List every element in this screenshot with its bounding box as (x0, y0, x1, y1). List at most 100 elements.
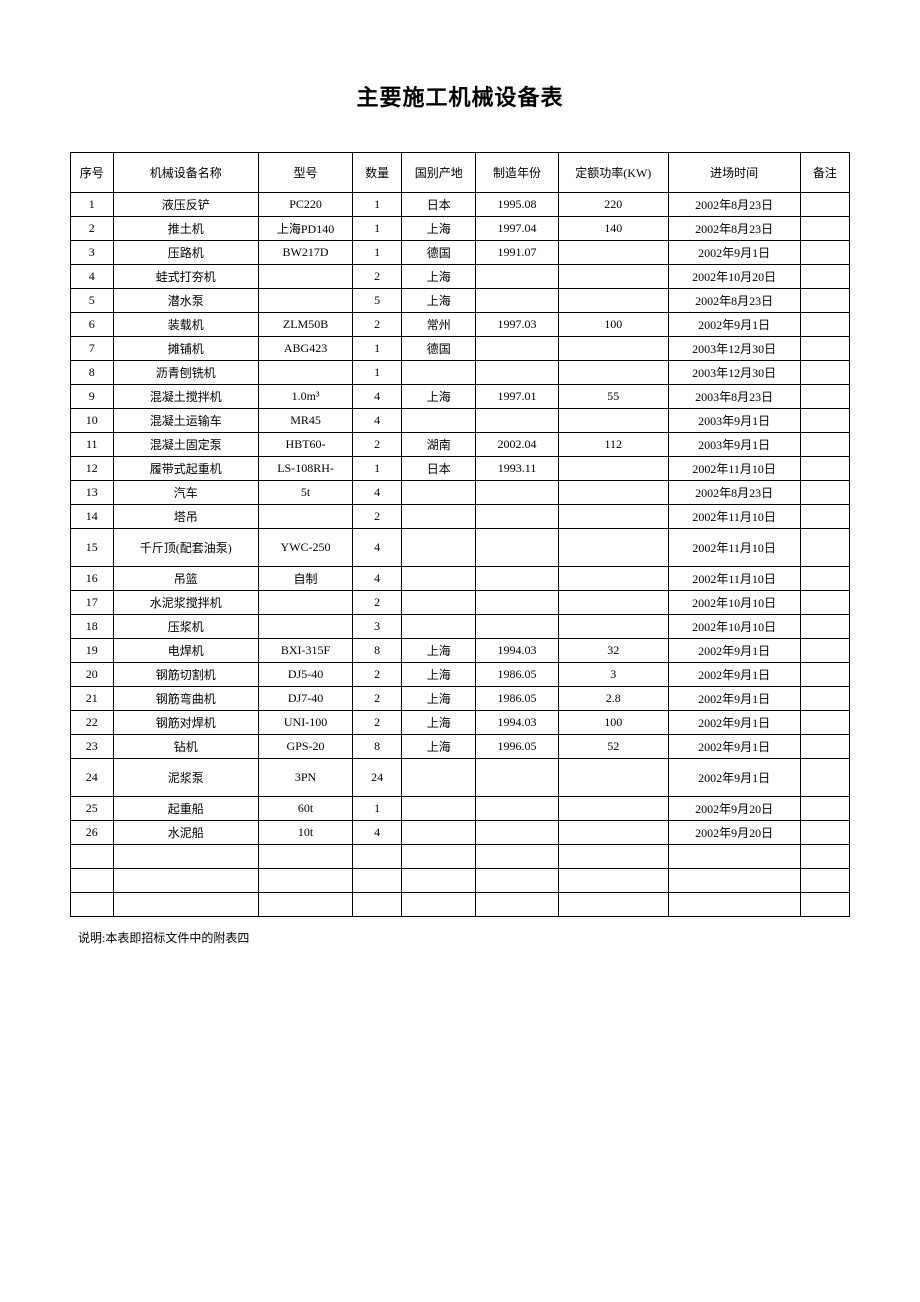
cell-seq: 12 (71, 457, 114, 481)
cell-name: 混凝土运输车 (113, 409, 259, 433)
table-row: 11混凝土固定泵HBT60-2湖南2002.041122003年9月1日 (71, 433, 850, 457)
cell-power: 100 (558, 711, 668, 735)
table-body: 1液压反铲PC2201日本1995.082202002年8月23日2推土机上海P… (71, 193, 850, 917)
cell-year (476, 797, 559, 821)
cell-power (558, 615, 668, 639)
cell-name: 混凝土固定泵 (113, 433, 259, 457)
cell-origin: 湖南 (402, 433, 476, 457)
cell-power: 112 (558, 433, 668, 457)
cell-seq: 6 (71, 313, 114, 337)
cell-model: 1.0m³ (259, 385, 353, 409)
cell-power: 55 (558, 385, 668, 409)
cell-model: 60t (259, 797, 353, 821)
cell-origin (402, 361, 476, 385)
cell-remark (800, 821, 849, 845)
cell-origin: 日本 (402, 457, 476, 481)
cell-remark (800, 457, 849, 481)
cell-seq: 14 (71, 505, 114, 529)
cell-model (259, 869, 353, 893)
cell-remark (800, 759, 849, 797)
cell-origin: 上海 (402, 217, 476, 241)
cell-year: 1986.05 (476, 663, 559, 687)
table-row: 17水泥浆搅拌机22002年10月10日 (71, 591, 850, 615)
cell-date (668, 893, 800, 917)
cell-remark (800, 639, 849, 663)
cell-seq: 5 (71, 289, 114, 313)
cell-origin: 上海 (402, 289, 476, 313)
cell-origin (402, 821, 476, 845)
cell-origin (402, 893, 476, 917)
cell-qty: 24 (353, 759, 402, 797)
header-qty: 数量 (353, 153, 402, 193)
cell-power (558, 481, 668, 505)
cell-qty: 4 (353, 567, 402, 591)
cell-origin (402, 529, 476, 567)
table-row: 14塔吊22002年11月10日 (71, 505, 850, 529)
cell-date: 2002年10月10日 (668, 591, 800, 615)
cell-year: 1991.07 (476, 241, 559, 265)
cell-year (476, 289, 559, 313)
cell-power (558, 529, 668, 567)
cell-qty: 1 (353, 457, 402, 481)
cell-qty: 8 (353, 639, 402, 663)
cell-name: 千斤顶(配套油泵) (113, 529, 259, 567)
cell-remark (800, 217, 849, 241)
cell-name: 汽车 (113, 481, 259, 505)
table-row: 12履带式起重机LS-108RH-1日本1993.112002年11月10日 (71, 457, 850, 481)
cell-origin: 日本 (402, 193, 476, 217)
cell-remark (800, 313, 849, 337)
cell-year: 1997.03 (476, 313, 559, 337)
table-row (71, 893, 850, 917)
cell-origin (402, 567, 476, 591)
cell-power: 3 (558, 663, 668, 687)
cell-year: 1993.11 (476, 457, 559, 481)
cell-year (476, 615, 559, 639)
header-year: 制造年份 (476, 153, 559, 193)
cell-origin: 德国 (402, 337, 476, 361)
cell-date: 2002年8月23日 (668, 289, 800, 313)
cell-remark (800, 409, 849, 433)
cell-origin: 德国 (402, 241, 476, 265)
cell-date: 2002年9月1日 (668, 313, 800, 337)
table-row: 3压路机BW217D1德国1991.072002年9月1日 (71, 241, 850, 265)
cell-model: DJ5-40 (259, 663, 353, 687)
cell-model: BXI-315F (259, 639, 353, 663)
cell-seq: 22 (71, 711, 114, 735)
cell-date: 2002年11月10日 (668, 457, 800, 481)
cell-qty: 2 (353, 687, 402, 711)
cell-name: 钻机 (113, 735, 259, 759)
cell-origin: 上海 (402, 639, 476, 663)
table-row: 18压浆机32002年10月10日 (71, 615, 850, 639)
cell-power (558, 845, 668, 869)
header-seq: 序号 (71, 153, 114, 193)
cell-date: 2002年11月10日 (668, 567, 800, 591)
cell-model: HBT60- (259, 433, 353, 457)
cell-origin: 上海 (402, 711, 476, 735)
table-row: 9混凝土搅拌机1.0m³4上海1997.01552003年8月23日 (71, 385, 850, 409)
cell-seq: 9 (71, 385, 114, 409)
cell-date: 2002年9月1日 (668, 639, 800, 663)
cell-qty: 1 (353, 797, 402, 821)
cell-model: LS-108RH- (259, 457, 353, 481)
cell-qty: 2 (353, 433, 402, 457)
cell-remark (800, 615, 849, 639)
header-origin: 国别产地 (402, 153, 476, 193)
cell-name: 塔吊 (113, 505, 259, 529)
cell-power (558, 361, 668, 385)
cell-remark (800, 663, 849, 687)
cell-remark (800, 591, 849, 615)
cell-remark (800, 687, 849, 711)
cell-year: 1995.08 (476, 193, 559, 217)
header-model: 型号 (259, 153, 353, 193)
table-row: 4蛙式打夯机2上海2002年10月20日 (71, 265, 850, 289)
table-row: 1液压反铲PC2201日本1995.082202002年8月23日 (71, 193, 850, 217)
cell-model: 上海PD140 (259, 217, 353, 241)
cell-year (476, 361, 559, 385)
cell-year (476, 821, 559, 845)
cell-power: 100 (558, 313, 668, 337)
cell-power (558, 591, 668, 615)
cell-qty: 5 (353, 289, 402, 313)
cell-model: UNI-100 (259, 711, 353, 735)
cell-power (558, 409, 668, 433)
cell-seq: 3 (71, 241, 114, 265)
